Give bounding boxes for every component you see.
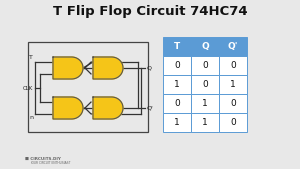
Text: 0: 0 [230,118,236,127]
Text: CLK: CLK [23,86,33,91]
Bar [191,94,219,113]
Bar [163,75,191,94]
Bar [191,113,219,132]
Text: 0: 0 [174,99,180,108]
Text: 0: 0 [174,61,180,70]
Text: Q': Q' [228,42,238,51]
Bar [219,75,247,94]
Text: 0: 0 [230,99,236,108]
Bar [219,37,247,56]
Text: 0: 0 [202,80,208,89]
Polygon shape [53,97,83,119]
Polygon shape [53,57,83,79]
Bar [191,37,219,56]
Text: YOUR CIRCUIT ENTHUSIAST: YOUR CIRCUIT ENTHUSIAST [30,161,70,164]
Bar [28,42,148,132]
Text: T Flip Flop Circuit 74HC74: T Flip Flop Circuit 74HC74 [53,6,247,18]
Bar [163,37,191,56]
Text: T: T [29,55,33,60]
Text: Q: Q [201,42,209,51]
Bar [163,56,191,75]
Bar [219,94,247,113]
Text: 1: 1 [202,99,208,108]
Polygon shape [93,97,123,119]
Bar [219,113,247,132]
Text: 1: 1 [202,118,208,127]
Bar [163,94,191,113]
Bar [191,56,219,75]
Text: T: T [174,42,180,51]
Bar [191,75,219,94]
Text: n: n [29,115,33,120]
Text: 1: 1 [230,80,236,89]
Text: 1: 1 [174,80,180,89]
Text: 0: 0 [202,61,208,70]
Bar [219,56,247,75]
Polygon shape [93,57,123,79]
Text: 0: 0 [230,61,236,70]
Text: Q': Q' [147,105,154,111]
Text: Q: Q [147,66,152,70]
Text: 1: 1 [174,118,180,127]
Text: ■ CIRCUITS.DIY: ■ CIRCUITS.DIY [25,157,61,161]
Bar [163,113,191,132]
